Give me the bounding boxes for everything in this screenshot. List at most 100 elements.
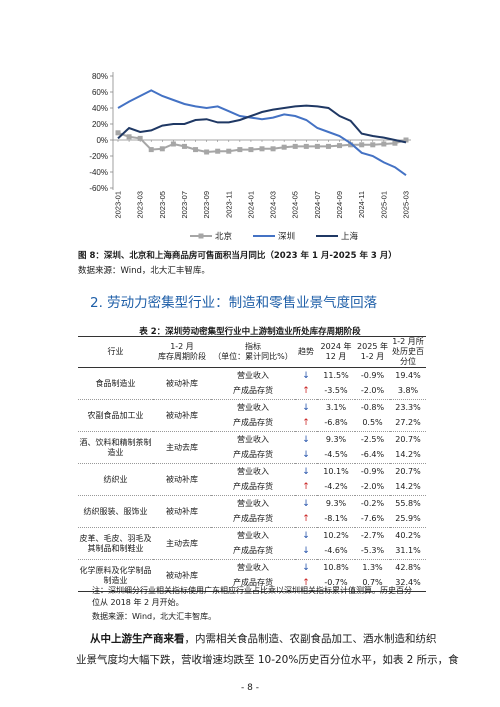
cell-2024: -8.1%	[317, 511, 355, 528]
cell-2025: 0.7%	[355, 575, 390, 592]
cell-trend: ↓	[295, 447, 317, 464]
series-marker	[348, 142, 354, 148]
cell-indicator: 营业收入	[237, 562, 269, 572]
x-tick-label: 2023-01	[114, 191, 123, 219]
cell-cycle-stage: 被动补库	[153, 495, 211, 528]
body-paragraph-line1: 从中上游生产商来看，内需相关食品制造、农副食品加工、酒水制造和纺织	[90, 631, 437, 646]
legend-label: 北京	[215, 231, 232, 242]
cell-cycle-stage: 被动补库	[153, 399, 211, 432]
cell-trend: ↑	[295, 479, 317, 496]
header-cycle-stage: 1-2 月库存周期阶段	[153, 336, 211, 368]
cell-percentile: 42.8%	[395, 562, 421, 572]
table-note-line1: 注：深圳细分行业相关指标使用广东相应行业占比乘以深圳相关指标累计值测算。历史百分	[92, 586, 412, 595]
series-marker	[381, 141, 387, 147]
cell-industry: 农副食品加工业	[78, 399, 153, 432]
cell-trend: ↓	[295, 528, 317, 544]
y-tick-label: 60%	[92, 88, 108, 97]
cell-percentile: 32.4%	[390, 575, 426, 592]
series-line	[117, 104, 407, 144]
cell-percentile: 27.2%	[390, 415, 426, 432]
arrow-down-icon: ↓	[302, 546, 310, 557]
table-row: 产成品存货 ↑ -3.5% -2.0% 3.8%	[78, 383, 426, 400]
cell-cycle-stage: 主动去库	[153, 527, 211, 560]
arrow-down-icon: ↓	[302, 402, 310, 413]
cell-percentile: 31.1%	[390, 543, 426, 560]
table-row: 产成品存货 ↑ -8.1% -7.6% 25.9%	[78, 511, 426, 528]
series-marker	[126, 134, 132, 140]
series-marker	[259, 146, 265, 152]
cell-2024: -3.5%	[317, 383, 355, 400]
cell-2025: -0.9%	[360, 370, 385, 380]
series-marker	[392, 140, 398, 146]
cell-percentile: 14.2%	[390, 479, 426, 496]
y-tick-label: -20%	[89, 152, 108, 161]
x-tick-label: 2025-03	[402, 191, 411, 219]
arrow-down-icon: ↓	[302, 466, 310, 477]
cell-trend: ↓	[295, 432, 317, 448]
arrow-down-icon: ↓	[302, 498, 310, 509]
legend-label: 上海	[341, 231, 359, 242]
x-tick-label: 2023-09	[202, 191, 211, 219]
header-industry: 行业	[78, 336, 153, 368]
inventory-cycle-table: 行业 1-2 月库存周期阶段 指标 （单位：累计同比%） 趋势 2024 年 12 …	[78, 336, 426, 592]
cell-percentile: 14.2%	[390, 447, 426, 464]
series-marker	[270, 146, 276, 152]
arrow-up-icon: ↑	[302, 578, 310, 589]
y-tick-label: 80%	[92, 72, 108, 81]
cell-indicator: 营业收入	[237, 402, 269, 412]
table-header-row: 行业 1-2 月库存周期阶段 指标 （单位：累计同比%） 趋势 2024 年 12 …	[78, 336, 426, 368]
cell-2025: -7.6%	[355, 511, 390, 528]
cell-2024: -0.7%	[317, 575, 355, 592]
table-row: 农副食品加工业 被动补库 营业收入 ↓ 3.1% -0.8% 23.3%	[78, 399, 426, 432]
header-2024: 2024 年 12 月	[317, 336, 355, 368]
cell-2024: 10.8%	[323, 562, 349, 572]
cell-trend: ↓	[295, 368, 317, 384]
cell-2024: 11.5%	[323, 370, 349, 380]
y-tick-label: 0%	[96, 136, 108, 145]
cell-indicator: 营业收入	[237, 530, 269, 540]
cell-industry: 纺织业	[78, 463, 153, 496]
header-cycle-line2: 库存周期阶段	[158, 352, 206, 361]
x-tick-label: 2024-05	[291, 191, 300, 219]
header-percentile: 1-2 月所处历史百 分位	[390, 336, 426, 368]
header-pct-line2: 分位	[400, 357, 416, 366]
series-marker	[337, 143, 343, 149]
line-chart: 80% 60% 40% 20% 0% -20% -40% -60% 2023-01 2023-03…	[89, 72, 411, 242]
cell-indicator: 产成品存货	[211, 479, 295, 496]
x-tick-label: 2024-01	[246, 191, 255, 219]
cell-percentile: 40.2%	[395, 530, 421, 540]
cell-percentile: 55.8%	[395, 498, 421, 508]
series-line	[117, 89, 407, 177]
x-tick-label: 2023-07	[180, 191, 189, 219]
cell-percentile: 25.9%	[390, 511, 426, 528]
series-marker	[215, 148, 221, 154]
arrow-up-icon: ↑	[302, 418, 310, 429]
cell-percentile: 23.3%	[395, 402, 421, 412]
cell-indicator: 产成品存货	[211, 415, 295, 432]
cell-2024: 9.3%	[325, 434, 347, 444]
cell-trend: ↓	[295, 464, 317, 480]
table-source: 数据来源：Wind，北大汇丰智库。	[92, 612, 217, 621]
cell-indicator: 产成品存货	[211, 383, 295, 400]
cell-2025: -2.5%	[360, 434, 385, 444]
table-row: 产成品存货 ↑ -6.8% 0.5% 27.2%	[78, 415, 426, 432]
cell-2025: -2.0%	[355, 479, 390, 496]
series-marker	[204, 149, 210, 155]
table-row: 酒、饮料和精制茶制造业 主动去库 营业收入 ↓ 9.3% -2.5% 20.7%	[78, 431, 426, 464]
header-2025-line1: 2025 年	[357, 342, 388, 351]
figure-caption: 图 8：深圳、北京和上海商品房可售面积当月同比（2023 年 1 月-2025 …	[78, 251, 397, 261]
cell-cycle-stage: 被动补库	[153, 559, 211, 592]
cell-cycle-stage: 主动去库	[153, 431, 211, 464]
header-2024-line1: 2024 年	[320, 342, 352, 351]
cell-indicator: 营业收入	[237, 370, 269, 380]
header-2024-line2: 12 月	[325, 352, 347, 361]
series-marker	[226, 148, 232, 154]
arrow-down-icon: ↓	[302, 530, 310, 541]
arrow-down-icon: ↓	[302, 562, 310, 573]
cell-2025: -2.7%	[360, 530, 385, 540]
legend-marker	[198, 233, 204, 239]
table-row: 皮革、毛皮、羽毛及其制品和制鞋业 主动去库 营业收入 ↓ 10.2% -2.7% 40.2%	[78, 527, 426, 560]
series-marker	[237, 147, 243, 153]
cell-trend: ↓	[295, 496, 317, 512]
cell-percentile: 3.8%	[390, 383, 426, 400]
